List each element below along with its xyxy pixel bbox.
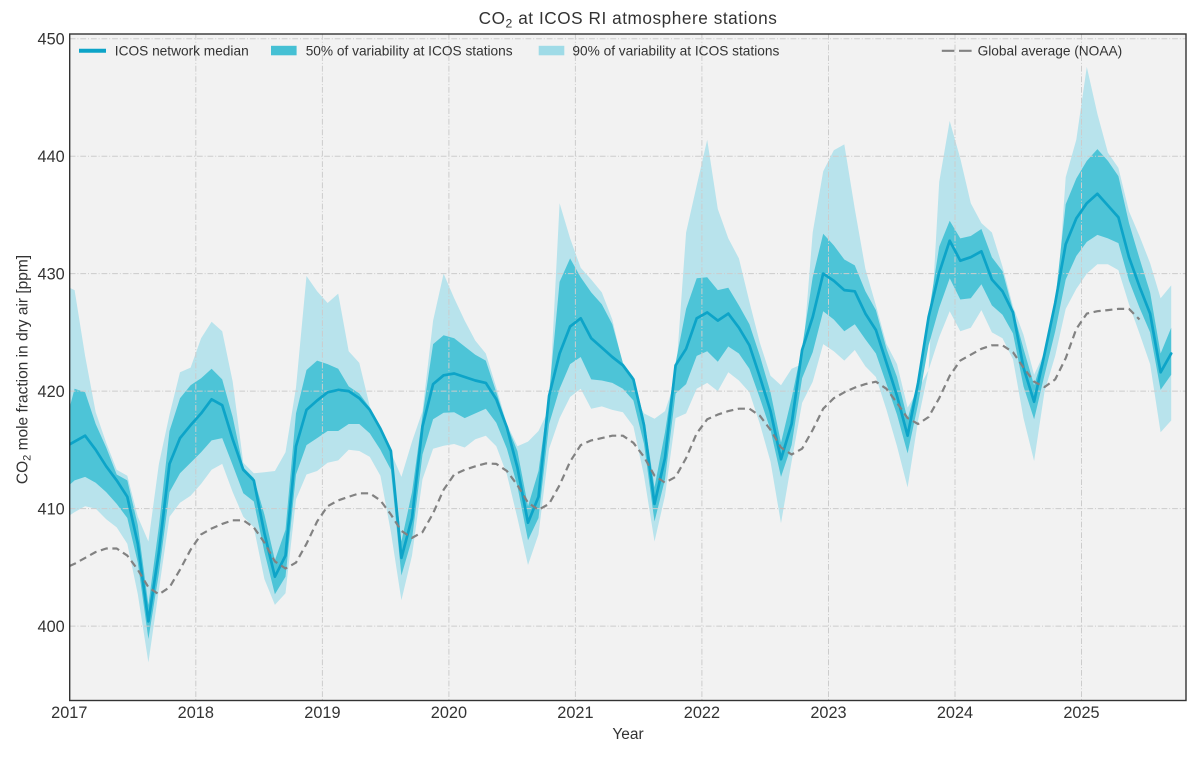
svg-text:Global average (NOAA): Global average (NOAA) xyxy=(978,43,1123,58)
svg-text:430: 430 xyxy=(38,265,65,283)
svg-text:2021: 2021 xyxy=(557,704,593,722)
svg-text:ICOS network median: ICOS network median xyxy=(115,43,249,58)
svg-text:CO2 mole fraction in dry air [: CO2 mole fraction in dry air [ppm] xyxy=(14,255,33,484)
svg-text:2018: 2018 xyxy=(178,704,214,722)
svg-text:2024: 2024 xyxy=(937,704,973,722)
svg-text:90% of variability at ICOS sta: 90% of variability at ICOS stations xyxy=(572,43,779,58)
svg-text:Year: Year xyxy=(612,726,643,743)
svg-text:410: 410 xyxy=(38,500,65,518)
svg-text:440: 440 xyxy=(38,148,65,166)
svg-text:2017: 2017 xyxy=(51,704,87,722)
svg-text:400: 400 xyxy=(38,618,65,636)
svg-text:420: 420 xyxy=(38,383,65,401)
svg-text:2022: 2022 xyxy=(684,704,720,722)
svg-text:50% of variability at ICOS sta: 50% of variability at ICOS stations xyxy=(306,43,513,58)
svg-text:2019: 2019 xyxy=(304,704,340,722)
svg-text:450: 450 xyxy=(38,31,65,49)
svg-text:CO2 at ICOS RI atmosphere stat: CO2 at ICOS RI atmosphere stations xyxy=(479,8,778,31)
svg-text:2023: 2023 xyxy=(810,704,846,722)
svg-text:2020: 2020 xyxy=(431,704,467,722)
svg-text:2025: 2025 xyxy=(1063,704,1099,722)
